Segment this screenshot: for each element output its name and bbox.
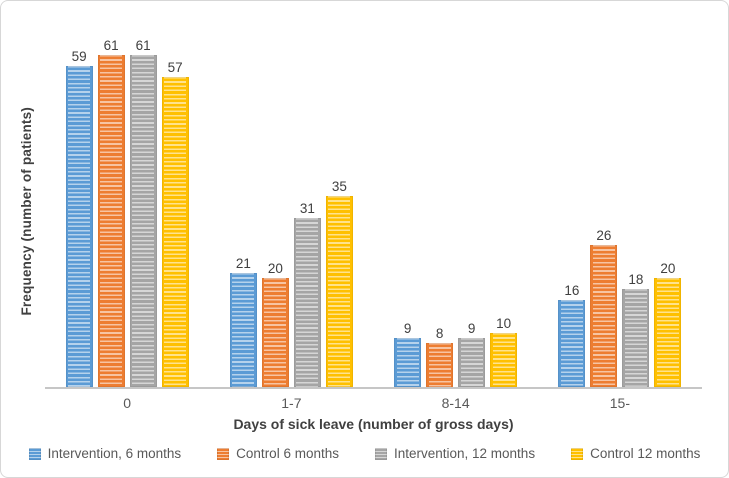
- bar: [129, 55, 157, 387]
- category-label: 15-: [609, 395, 630, 411]
- bar: [558, 300, 586, 387]
- legend-item: Control 6 months: [217, 446, 339, 461]
- bar-value-label: 61: [135, 37, 151, 53]
- bar: [394, 338, 422, 387]
- bar-value-label: 35: [331, 178, 347, 194]
- legend: Intervention, 6 months Control 6 months In…: [1, 446, 728, 461]
- bar-unit: 61: [97, 37, 125, 387]
- bar-value-label: 10: [496, 315, 512, 331]
- bar-value-label: 9: [467, 320, 476, 336]
- legend-swatch-icon: [374, 447, 387, 460]
- y-axis-title: Frequency (number of patients): [18, 107, 34, 316]
- category-label: 8-14: [441, 395, 470, 411]
- bar-value-label: 18: [628, 271, 644, 287]
- bar-unit: 9: [458, 320, 486, 387]
- bar-value-label: 20: [267, 260, 283, 276]
- bar: [654, 278, 682, 387]
- bar: [622, 289, 650, 387]
- legend-label: Control 6 months: [236, 446, 339, 461]
- category-label: 0: [123, 395, 132, 411]
- bar-unit: 20: [654, 260, 682, 387]
- legend-item: Intervention, 12 months: [374, 446, 536, 461]
- bar-unit: 18: [622, 271, 650, 387]
- bar-unit: 16: [558, 282, 586, 387]
- bar: [590, 245, 618, 387]
- bar-unit: 20: [261, 260, 289, 387]
- bar-unit: 35: [325, 178, 353, 387]
- bar-value-label: 8: [435, 325, 444, 341]
- legend-swatch-icon: [571, 447, 584, 460]
- y-axis-title-column: Frequency (number of patients): [7, 34, 45, 389]
- bar-value-label: 57: [167, 59, 183, 75]
- bar: [293, 218, 321, 387]
- bar: [490, 333, 518, 387]
- bar-unit: 26: [590, 227, 618, 387]
- bar-unit: 10: [490, 315, 518, 387]
- bar: [426, 343, 454, 387]
- bar: [261, 278, 289, 387]
- bar-value-label: 61: [103, 37, 119, 53]
- bar-unit: 31: [293, 200, 321, 387]
- x-axis-title: Days of sick leave (number of gross days…: [233, 416, 514, 432]
- bar-unit: 57: [161, 59, 189, 387]
- bar: [229, 273, 257, 387]
- plot-area: 59 61 61 57 21 20 31 35 9 8 9 10 16 26 18 20: [45, 34, 702, 389]
- bar-group: 9 8 9 10: [374, 34, 538, 387]
- bar-value-label: 9: [403, 320, 412, 336]
- bar: [161, 77, 189, 387]
- bar-value-label: 20: [660, 260, 676, 276]
- bar-unit: 21: [229, 255, 257, 387]
- bar-value-label: 59: [71, 48, 87, 64]
- legend-swatch-icon: [28, 447, 41, 460]
- bar: [97, 55, 125, 387]
- bar-group: 16 26 18 20: [538, 34, 702, 387]
- bar-value-label: 31: [299, 200, 315, 216]
- bar: [65, 66, 93, 387]
- bar: [458, 338, 486, 387]
- bar: [325, 196, 353, 387]
- legend-label: Intervention, 6 months: [47, 446, 182, 461]
- x-axis-category-row: 0 1-7 8-14 15-: [45, 389, 702, 411]
- legend-swatch-icon: [217, 447, 230, 460]
- category-label: 1-7: [281, 395, 302, 411]
- bar-unit: 59: [65, 48, 93, 387]
- bar-unit: 9: [394, 320, 422, 387]
- bar-value-label: 21: [235, 255, 251, 271]
- legend-label: Intervention, 12 months: [393, 446, 536, 461]
- chart-body: Frequency (number of patients) 59 61 61 57 2…: [1, 1, 728, 389]
- bar-value-label: 16: [564, 282, 580, 298]
- legend-label: Control 12 months: [590, 446, 701, 461]
- bar-value-label: 26: [596, 227, 612, 243]
- legend-item: Control 12 months: [571, 446, 700, 461]
- bar-unit: 61: [129, 37, 157, 387]
- bar-group: 21 20 31 35: [209, 34, 373, 387]
- bar-unit: 8: [426, 325, 454, 387]
- bar-group: 59 61 61 57: [45, 34, 209, 387]
- legend-item: Intervention, 6 months: [28, 446, 182, 461]
